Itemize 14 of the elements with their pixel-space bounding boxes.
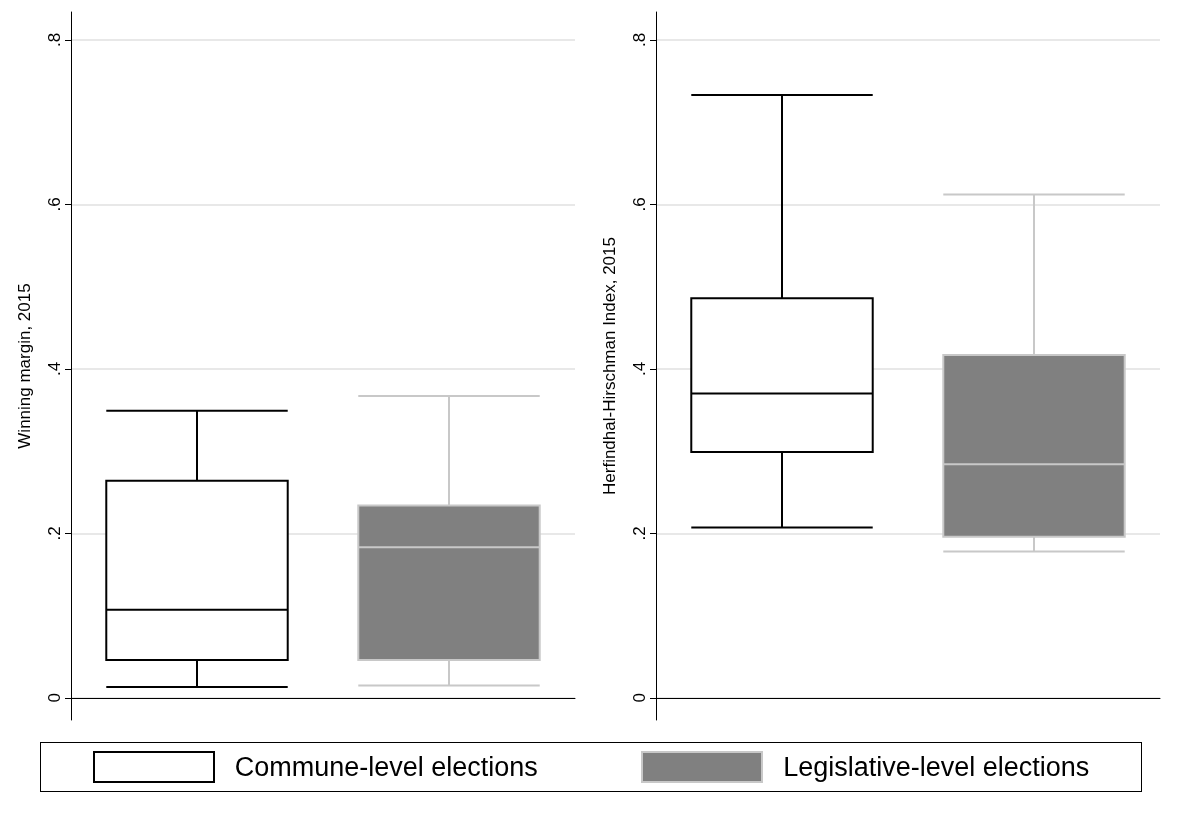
y-tick-label: .2 xyxy=(630,526,649,541)
y-tick-label: 0 xyxy=(630,693,649,703)
y-tick-label: .4 xyxy=(45,361,64,376)
y-tick-label: .4 xyxy=(630,361,649,376)
y-axis-title: Herfindhal-Hirschman Index, 2015 xyxy=(600,237,619,495)
legend-label: Legislative-level elections xyxy=(783,751,1090,783)
y-axis-title: Winning margin, 2015 xyxy=(15,283,34,449)
legend-label: Commune-level elections xyxy=(234,751,538,783)
y-tick-label: .2 xyxy=(45,526,64,541)
y-tick-label: .8 xyxy=(630,32,649,48)
y-tick-label: .8 xyxy=(45,32,64,48)
y-tick-label: 0 xyxy=(45,693,64,703)
y-tick-label: .6 xyxy=(45,197,64,212)
y-tick-label: .6 xyxy=(630,197,649,212)
